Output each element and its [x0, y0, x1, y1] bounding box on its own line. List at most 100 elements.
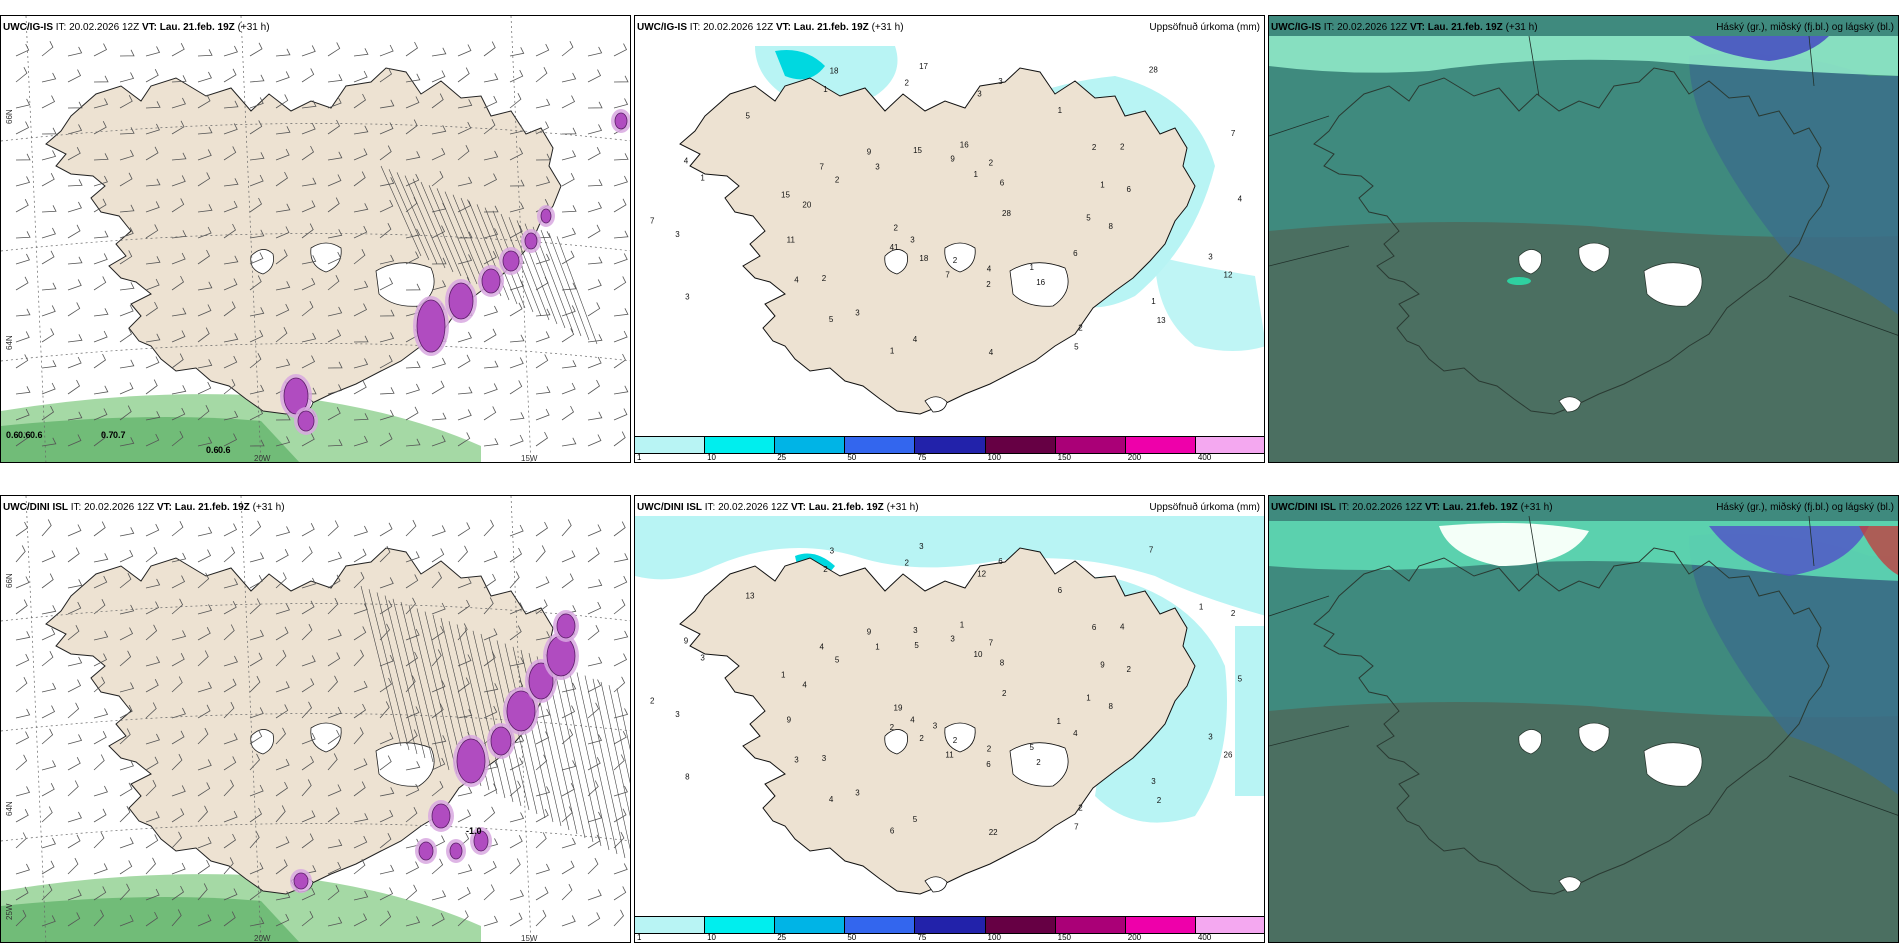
- wind-barb: [613, 731, 627, 745]
- glacier-1: [944, 722, 976, 753]
- wind-barb: [301, 887, 316, 901]
- wind-barb: [353, 203, 369, 213]
- wind-barb: [67, 734, 83, 745]
- wind-barb: [119, 782, 133, 797]
- wind-barb: [275, 413, 291, 421]
- wind-barb: [405, 283, 421, 291]
- wind-barb: [223, 178, 239, 187]
- wind-barb: [561, 405, 575, 421]
- wind-barb: [41, 605, 57, 615]
- precip-value-label: 4: [913, 335, 918, 344]
- wind-barb: [301, 355, 316, 369]
- wind-barb: [15, 576, 30, 589]
- precip-value-label: 19: [894, 703, 903, 712]
- wind-barb: [67, 411, 83, 421]
- precip-legend: 1 10 25 50 75 100 150 200 400: [635, 916, 1264, 942]
- precip-value-label: 7: [989, 638, 994, 647]
- wind-barb: [93, 98, 109, 109]
- wind-barb: [15, 176, 31, 187]
- precip-value-label: 2: [1120, 142, 1125, 151]
- wind-barb: [301, 701, 312, 719]
- precip-value-label: 3: [913, 626, 918, 635]
- wind-barb: [223, 523, 238, 537]
- precip-value-label: 3: [700, 654, 705, 663]
- wind-barb: [457, 809, 472, 823]
- wind-barb: [327, 807, 340, 823]
- precip-value-label: 7: [650, 217, 655, 226]
- wind-barb: [67, 780, 79, 797]
- cloud-low-east: [1689, 533, 1898, 795]
- wind-barb: [353, 148, 368, 161]
- wind-barb: [535, 308, 551, 317]
- wind-barb: [431, 571, 442, 589]
- precip-value-label: 12: [1224, 271, 1233, 280]
- wind-barb: [405, 916, 421, 927]
- wind-barb: [171, 831, 182, 849]
- wind-barb: [41, 651, 54, 667]
- wind-barb: [275, 758, 290, 771]
- hatch-line: [568, 669, 610, 851]
- wind-barb: [301, 255, 317, 265]
- lon-label-15w: 15W: [521, 934, 538, 943]
- wind-barb: [223, 146, 237, 161]
- wind-barb: [15, 354, 29, 369]
- wind-barb: [67, 201, 82, 213]
- wind-barb: [145, 656, 161, 667]
- hatch-line: [368, 589, 410, 751]
- wind-barb: [223, 857, 234, 875]
- wind-barb: [15, 677, 28, 693]
- wind-barb: [509, 357, 524, 369]
- wind-barb: [223, 578, 239, 589]
- precip-value-label: 5: [913, 815, 918, 824]
- wind-barb: [587, 147, 601, 161]
- precip-value-label: 6: [1092, 623, 1097, 632]
- wind-barb: [249, 152, 265, 161]
- hatch-line: [576, 672, 618, 855]
- wind-barb: [613, 708, 629, 719]
- map-cloud-ig: [1269, 16, 1898, 462]
- wind-barb: [457, 576, 472, 589]
- wind-barb: [223, 833, 237, 849]
- wind-barb: [535, 331, 550, 343]
- wind-barb: [613, 230, 629, 239]
- wind-barb: [67, 547, 80, 563]
- wind-barb: [223, 733, 238, 745]
- wind-blob-core: [506, 690, 536, 732]
- precip-value-label: 3: [794, 756, 799, 765]
- wind-barb: [171, 730, 185, 745]
- wind-barb: [275, 71, 290, 83]
- wind-barb: [301, 145, 315, 161]
- wind-barb: [197, 604, 213, 615]
- wind-barb: [145, 888, 160, 901]
- wind-barb: [509, 602, 524, 615]
- wind-barb: [15, 754, 28, 771]
- wind-barb: [561, 227, 576, 239]
- wind-barb: [93, 276, 107, 291]
- panel-dini-wind: UWC/DINI ISL IT: 20.02.2026 12Z VT: Lau.…: [0, 495, 631, 943]
- wind-barb: [301, 577, 316, 589]
- wind-barb: [353, 171, 366, 187]
- precip-area-se: [1155, 256, 1264, 351]
- wind-barb: [457, 254, 473, 265]
- wind-barb: [509, 912, 523, 927]
- wind-barb: [67, 46, 83, 57]
- wind-barb: [587, 889, 602, 901]
- wind-barb: [223, 100, 239, 109]
- wind-barb: [561, 72, 577, 83]
- legend-tick-label: 400: [1197, 453, 1212, 462]
- legend-color-cell: [775, 437, 846, 453]
- wind-barb: [171, 785, 186, 797]
- wind-barb: [275, 526, 291, 537]
- wind-barb: [119, 127, 135, 135]
- wind-barb: [145, 356, 160, 369]
- wind-barb: [249, 307, 265, 317]
- wind-barb: [93, 253, 108, 265]
- wind-barb: [93, 230, 109, 239]
- precip-value-label: 3: [685, 293, 690, 302]
- wind-barb: [509, 780, 522, 797]
- hatch-line: [428, 185, 470, 281]
- wind-barb: [171, 97, 186, 109]
- wind-barb: [223, 68, 237, 83]
- legend-tick-label: 50: [847, 453, 857, 462]
- wind-barb: [353, 680, 368, 693]
